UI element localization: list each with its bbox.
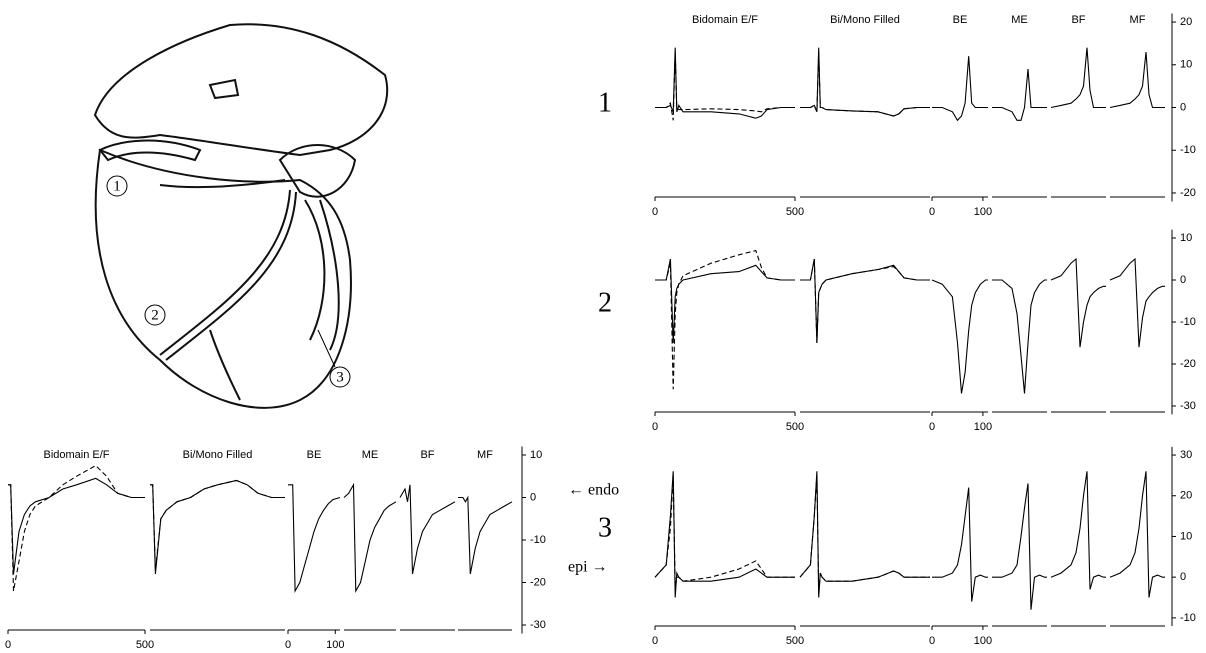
x-tick-label: 100 — [974, 421, 992, 433]
dashed-trace — [800, 258, 930, 344]
y-tick-label: -10 — [1180, 316, 1196, 328]
y-tick-label: -10 — [1180, 612, 1196, 624]
trace — [932, 56, 988, 122]
trace — [1050, 47, 1106, 109]
trace — [800, 47, 930, 117]
dashed-trace — [8, 464, 145, 592]
trace — [992, 483, 1047, 610]
y-tick-label: -10 — [530, 534, 546, 546]
y-tick-label: -20 — [530, 576, 546, 588]
subplot-title: BF — [1071, 14, 1085, 26]
x-tick-label: 0 — [652, 421, 658, 433]
annotation: epi → — [568, 559, 608, 576]
x-tick-label: 0 — [5, 639, 11, 651]
subplot-title: Bi/Mono Filled — [183, 449, 253, 461]
x-tick-label: 0 — [929, 206, 935, 218]
trace — [655, 47, 795, 119]
heart-marker: 3 — [336, 369, 344, 385]
x-tick-label: 100 — [974, 635, 992, 647]
dashed-trace — [655, 249, 795, 390]
x-tick-label: 0 — [652, 206, 658, 218]
trace — [458, 495, 513, 575]
dashed-trace — [654, 475, 795, 590]
y-tick-label: -10 — [1180, 144, 1196, 156]
y-tick-label: 10 — [1180, 232, 1192, 244]
dashed-trace — [800, 51, 930, 117]
trace — [343, 482, 397, 594]
subplot-title: BE — [953, 14, 968, 26]
y-tick-label: 20 — [1180, 490, 1192, 502]
trace — [931, 279, 988, 394]
y-tick-label: 0 — [1180, 571, 1186, 583]
trace — [399, 484, 456, 575]
y-tick-label: 10 — [530, 449, 542, 461]
x-tick-label: 0 — [652, 635, 658, 647]
panel-label: 1 — [598, 87, 612, 118]
dashed-trace — [150, 479, 285, 570]
x-tick-label: 500 — [786, 635, 804, 647]
trace — [932, 487, 988, 602]
trace — [654, 471, 795, 598]
heart-marker: 1 — [113, 178, 121, 194]
trace — [1109, 257, 1165, 348]
heart-marker: 2 — [151, 307, 159, 323]
y-tick-label: 0 — [1180, 101, 1186, 113]
subplot-title: Bidomain E/F — [43, 449, 109, 461]
subplot-title: Bi/Mono Filled — [830, 14, 900, 26]
trace — [288, 484, 341, 594]
subplot-title: ME — [362, 449, 379, 461]
subplot-title: MF — [477, 449, 493, 461]
dashed-trace — [799, 475, 930, 594]
y-tick-label: -30 — [530, 619, 546, 631]
y-tick-label: -20 — [1180, 358, 1196, 370]
subplot-title: BE — [307, 449, 322, 461]
y-tick-label: 0 — [530, 491, 536, 503]
x-tick-label: 100 — [974, 206, 992, 218]
y-tick-label: -20 — [1180, 187, 1196, 199]
trace — [992, 279, 1047, 394]
trace — [1050, 471, 1106, 590]
trace — [150, 479, 285, 575]
y-tick-label: 0 — [1180, 274, 1186, 286]
annotation: ← endo — [568, 482, 619, 499]
x-tick-label: 0 — [929, 421, 935, 433]
x-tick-label: 500 — [786, 421, 804, 433]
y-tick-label: 10 — [1180, 59, 1192, 71]
x-tick-label: 500 — [786, 206, 804, 218]
trace — [992, 68, 1047, 121]
subplot-title: Bidomain E/F — [692, 14, 758, 26]
y-tick-label: 10 — [1180, 530, 1192, 542]
x-tick-label: 0 — [929, 635, 935, 647]
trace — [1109, 471, 1165, 598]
y-tick-label: 20 — [1180, 16, 1192, 28]
y-tick-label: -30 — [1180, 400, 1196, 412]
panel-label: 3 — [598, 512, 612, 543]
panel-label: 2 — [598, 287, 612, 318]
subplot-title: ME — [1011, 14, 1028, 26]
trace — [1109, 51, 1165, 109]
trace — [8, 477, 145, 575]
x-tick-label: 500 — [136, 639, 154, 651]
trace — [799, 471, 930, 598]
y-tick-label: 30 — [1180, 449, 1192, 461]
x-tick-label: 0 — [285, 639, 291, 651]
dashed-trace — [655, 51, 795, 121]
subplot-title: MF — [1130, 14, 1146, 26]
trace — [1050, 257, 1106, 348]
x-tick-label: 100 — [326, 639, 344, 651]
heart-illustration: 1 2 3 — [93, 23, 389, 409]
subplot-title: BF — [420, 449, 434, 461]
